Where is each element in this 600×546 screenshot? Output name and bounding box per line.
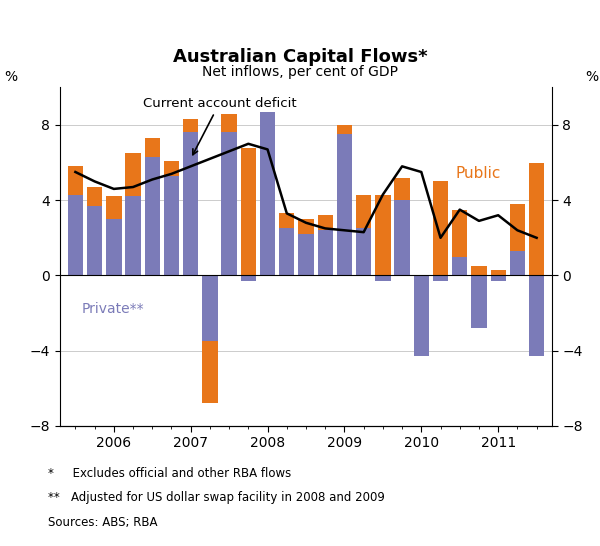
Bar — [433, 181, 448, 275]
Text: Net inflows, per cent of GDP: Net inflows, per cent of GDP — [202, 65, 398, 79]
Bar — [394, 177, 410, 200]
Bar — [510, 251, 525, 275]
Bar — [452, 257, 467, 275]
Bar — [298, 234, 314, 275]
Bar — [452, 210, 467, 257]
Bar — [241, 275, 256, 281]
Bar — [221, 133, 237, 275]
Bar — [317, 215, 333, 230]
Text: Current account deficit: Current account deficit — [143, 97, 296, 155]
Bar — [241, 147, 256, 275]
Bar — [164, 161, 179, 176]
Text: *     Excludes official and other RBA flows: * Excludes official and other RBA flows — [48, 467, 291, 480]
Text: **   Adjusted for US dollar swap facility in 2008 and 2009: ** Adjusted for US dollar swap facility … — [48, 491, 385, 505]
Bar — [491, 270, 506, 275]
Bar — [106, 197, 121, 219]
Bar — [279, 213, 295, 228]
Bar — [164, 176, 179, 275]
Bar — [68, 194, 83, 275]
Bar — [221, 114, 237, 133]
Text: %: % — [585, 70, 598, 84]
Bar — [529, 275, 544, 357]
Bar — [394, 200, 410, 275]
Bar — [125, 197, 141, 275]
Bar — [375, 194, 391, 275]
Bar — [337, 125, 352, 134]
Bar — [433, 275, 448, 281]
Bar — [202, 341, 218, 403]
Bar — [471, 266, 487, 275]
Bar — [202, 275, 218, 341]
Bar — [87, 206, 102, 275]
Bar — [375, 275, 391, 281]
Bar — [145, 157, 160, 275]
Bar — [356, 194, 371, 228]
Bar — [491, 275, 506, 281]
Bar — [183, 133, 199, 275]
Bar — [125, 153, 141, 197]
Text: %: % — [4, 70, 17, 84]
Bar — [106, 219, 121, 275]
Bar — [279, 228, 295, 275]
Bar — [298, 219, 314, 234]
Bar — [356, 228, 371, 275]
Bar — [337, 134, 352, 275]
Bar — [317, 230, 333, 275]
Bar — [145, 138, 160, 157]
Bar — [68, 167, 83, 194]
Text: Sources: ABS; RBA: Sources: ABS; RBA — [48, 516, 157, 529]
Text: Private**: Private** — [81, 302, 144, 316]
Text: Australian Capital Flows*: Australian Capital Flows* — [173, 48, 427, 66]
Bar — [87, 187, 102, 206]
Bar — [471, 275, 487, 328]
Bar — [260, 112, 275, 275]
Bar — [413, 275, 429, 357]
Bar — [529, 163, 544, 275]
Bar — [183, 120, 199, 133]
Bar — [510, 204, 525, 251]
Text: Public: Public — [456, 165, 501, 181]
